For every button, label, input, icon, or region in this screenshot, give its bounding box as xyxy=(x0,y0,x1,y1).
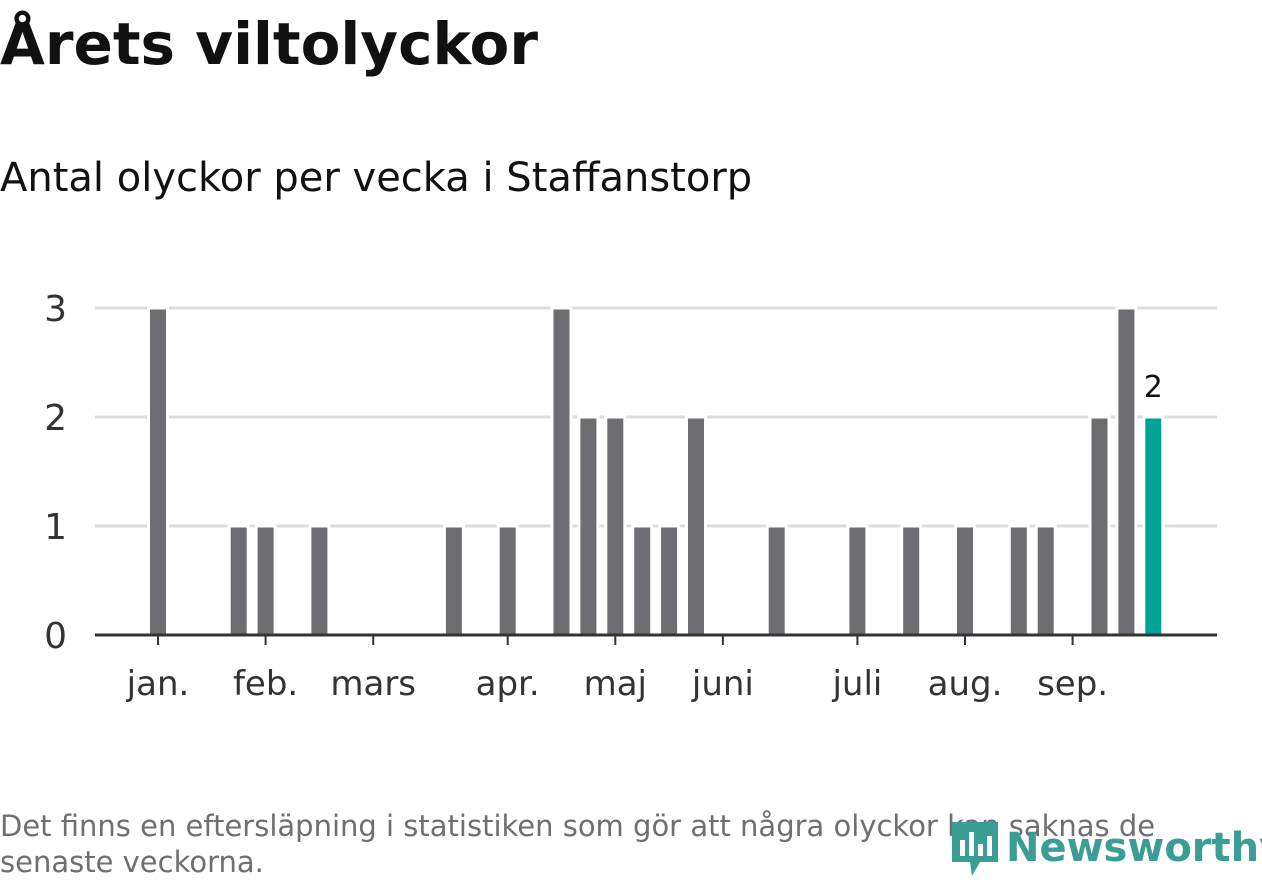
x-tick-label: sep. xyxy=(1037,664,1108,704)
x-tick-label: aug. xyxy=(928,664,1003,704)
bar xyxy=(550,306,573,637)
bar xyxy=(1007,524,1030,637)
x-tick-label: feb. xyxy=(233,664,298,704)
bar xyxy=(577,415,600,637)
x-tick-label: jan. xyxy=(126,664,190,704)
bar xyxy=(227,524,250,637)
bar xyxy=(846,524,869,637)
x-tick-label: mars xyxy=(330,664,416,704)
bar xyxy=(658,524,681,637)
bar xyxy=(631,524,654,637)
bar xyxy=(765,524,788,637)
highlight-bar xyxy=(1142,415,1165,637)
bar xyxy=(1115,306,1138,637)
x-tick-label: juni xyxy=(691,664,754,704)
bar xyxy=(496,524,519,637)
y-tick-label: 3 xyxy=(44,289,67,330)
newsworthy-logo: Newsworthy xyxy=(950,818,1262,878)
y-tick-label: 1 xyxy=(44,507,67,548)
bar xyxy=(1088,415,1111,637)
bar xyxy=(254,524,277,637)
bar xyxy=(685,415,707,637)
x-tick-label: apr. xyxy=(476,664,540,704)
logo-text: Newsworthy xyxy=(1006,825,1262,871)
bar xyxy=(1034,524,1057,637)
last-value-label: 2 xyxy=(1144,370,1163,405)
bar xyxy=(954,524,976,637)
y-tick-label: 0 xyxy=(44,616,67,657)
bar xyxy=(147,306,169,637)
y-tick-label: 2 xyxy=(44,398,67,439)
chart-subtitle: Antal olyckor per vecka i Staffanstorp xyxy=(0,155,753,201)
bar xyxy=(308,524,331,637)
chart-title: Årets viltolyckor xyxy=(0,10,538,78)
bar xyxy=(900,524,923,637)
x-tick-label: maj xyxy=(584,664,647,704)
logo-icon xyxy=(952,822,998,876)
x-tick-label: juli xyxy=(831,664,882,704)
bar xyxy=(604,415,627,637)
bar xyxy=(442,524,465,637)
